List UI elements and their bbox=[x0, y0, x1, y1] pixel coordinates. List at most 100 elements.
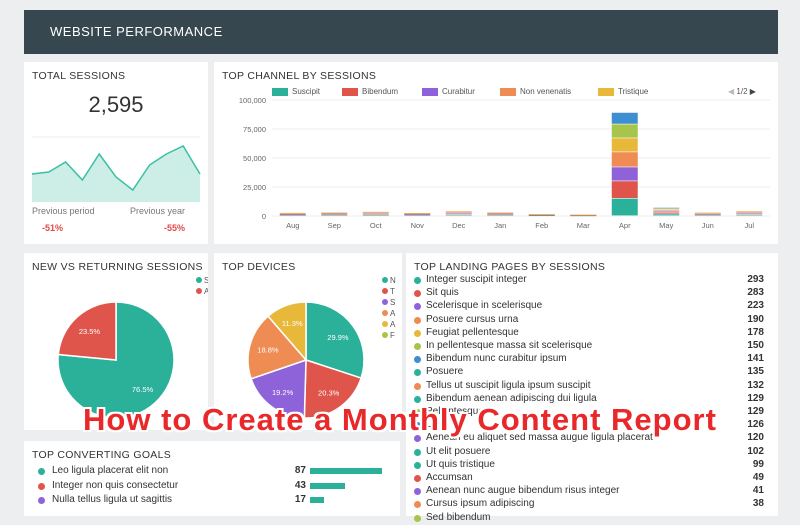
pie-legend-item[interactable]: A bbox=[196, 287, 208, 298]
landing-page-row[interactable]: Posuere cursus urna 190 bbox=[414, 314, 764, 327]
goal-row[interactable]: Integer non quis consectetur 43 bbox=[32, 480, 402, 494]
goal-row[interactable]: Leo ligula placerat elit non 87 bbox=[32, 465, 402, 479]
bar-segment bbox=[445, 211, 472, 212]
landing-page-label: Aenean nunc augue bibendum risus integer bbox=[426, 485, 620, 497]
legend-dot bbox=[196, 288, 202, 294]
bar-segment bbox=[321, 212, 348, 214]
landing-page-row[interactable]: Sit quis 283 bbox=[414, 287, 764, 300]
pie-legend-item[interactable]: T bbox=[382, 287, 402, 298]
new-vs-returning-title: NEW VS RETURNING SESSIONS bbox=[32, 261, 203, 273]
pie-slice-label: 18.8% bbox=[257, 346, 279, 355]
landing-page-label: Ut quis tristique bbox=[426, 458, 495, 470]
landing-page-row[interactable]: Aenean eu aliquet sed massa augue ligula… bbox=[414, 432, 764, 445]
bar-segment bbox=[570, 214, 597, 216]
landing-page-row[interactable]: Pellentesque 129 bbox=[414, 406, 764, 419]
landing-page-value: 150 bbox=[747, 340, 764, 351]
bar-segment bbox=[445, 212, 472, 214]
legend-label: F bbox=[390, 331, 395, 340]
legend-dot bbox=[382, 332, 388, 338]
landing-page-value: 102 bbox=[747, 445, 764, 457]
channel-legend-item[interactable]: Bibendum bbox=[342, 87, 398, 96]
bar-segment bbox=[321, 214, 348, 215]
landing-page-row[interactable]: Scelerisque in scelerisque 223 bbox=[414, 300, 764, 313]
goal-label: Integer non quis consectetur bbox=[52, 479, 179, 491]
bar-segment bbox=[528, 214, 555, 215]
legend-label: A bbox=[204, 287, 208, 296]
row-dot bbox=[414, 290, 421, 298]
pie-legend-item[interactable]: A bbox=[382, 309, 402, 320]
legend-label: T bbox=[390, 287, 395, 296]
pie-legend-item[interactable]: S bbox=[196, 276, 208, 287]
legend-swatch bbox=[272, 87, 288, 96]
goal-row[interactable]: Nulla tellus ligula ut sagittis 17 bbox=[32, 494, 402, 508]
pie-slice-label: 76.5% bbox=[132, 385, 154, 394]
bar-segment bbox=[362, 211, 389, 213]
pie-legend-item[interactable]: S bbox=[382, 298, 402, 309]
pager-next-icon[interactable]: ▶ bbox=[749, 87, 756, 96]
landing-page-value: 126 bbox=[747, 419, 764, 431]
pie-legend-item[interactable]: F bbox=[382, 331, 402, 342]
landing-page-row[interactable]: Ut quis tristique 99 bbox=[414, 459, 764, 472]
landing-page-row[interactable]: Sed bibendum bbox=[414, 512, 764, 525]
landing-page-row[interactable]: Cursus ipsum adipiscing 38 bbox=[414, 498, 764, 511]
legend-pager[interactable]: ◀ 1/2 ▶ bbox=[728, 87, 756, 96]
bar-segment bbox=[279, 213, 306, 214]
landing-page-row[interactable]: Posuere 135 bbox=[414, 366, 764, 379]
pager-prev-icon[interactable]: ◀ bbox=[728, 87, 735, 96]
landing-page-label: Ut elit posuere bbox=[426, 445, 491, 457]
pie-legend-item[interactable]: A bbox=[382, 320, 402, 331]
landing-page-row[interactable]: In pellentesque massa sit scelerisque 150 bbox=[414, 340, 764, 353]
channel-legend-item[interactable]: Suscipit bbox=[272, 87, 320, 96]
channel-legend-item[interactable]: Curabitur bbox=[422, 87, 475, 96]
landing-page-label: Bibendum aenean adipiscing dui ligula bbox=[426, 392, 597, 404]
landing-page-row[interactable]: Bibendum nunc curabitur ipsum 141 bbox=[414, 353, 764, 366]
bar-segment bbox=[611, 124, 638, 138]
bar-segment bbox=[611, 152, 638, 167]
landing-page-row[interactable]: Aenean nunc augue bibendum risus integer… bbox=[414, 485, 764, 498]
bar-segment bbox=[404, 213, 431, 214]
row-dot bbox=[414, 435, 421, 443]
legend-label: S bbox=[204, 276, 208, 285]
landing-page-row[interactable]: Integer suscipit integer 293 bbox=[414, 274, 764, 287]
pie-legend-item[interactable]: N bbox=[382, 276, 402, 287]
landing-page-row[interactable]: Ut 126 bbox=[414, 419, 764, 432]
landing-page-row[interactable]: Ut elit posuere 102 bbox=[414, 446, 764, 459]
landing-page-row[interactable]: Accumsan 49 bbox=[414, 472, 764, 485]
pie-slice bbox=[305, 301, 365, 380]
legend-swatch bbox=[342, 87, 358, 96]
bar-segment bbox=[404, 212, 431, 214]
bar-segment bbox=[611, 181, 638, 198]
converting-goals-title: TOP CONVERTING GOALS bbox=[32, 449, 172, 461]
legend-label: A bbox=[390, 320, 396, 329]
y-tick-label: 75,000 bbox=[243, 125, 266, 134]
channel-legend-item[interactable]: Non venenatis bbox=[500, 87, 571, 96]
landing-page-row[interactable]: Feugiat pellentesque 178 bbox=[414, 327, 764, 340]
landing-pages-title: TOP LANDING PAGES BY SESSIONS bbox=[414, 261, 606, 273]
landing-page-label: Pellentesque bbox=[426, 406, 484, 417]
bar-segment bbox=[653, 209, 680, 210]
bar-segment bbox=[653, 214, 680, 216]
legend-dot bbox=[382, 321, 388, 327]
landing-page-row[interactable]: Bibendum aenean adipiscing dui ligula 129 bbox=[414, 393, 764, 406]
landing-page-value: 120 bbox=[747, 432, 764, 444]
pager-text: 1/2 bbox=[736, 87, 748, 96]
legend-swatch bbox=[598, 87, 614, 96]
legend-label: Tristique bbox=[618, 87, 649, 96]
bar-segment bbox=[694, 215, 721, 216]
bar-segment bbox=[279, 212, 306, 214]
landing-page-value: 129 bbox=[747, 392, 764, 404]
bar-segment bbox=[321, 213, 348, 215]
goal-bar bbox=[310, 497, 325, 503]
legend-label: S bbox=[390, 298, 396, 307]
channel-legend-item[interactable]: Tristique bbox=[598, 87, 648, 96]
row-dot bbox=[414, 409, 421, 416]
landing-page-row[interactable]: Tellus ut suscipit ligula ipsum suscipit… bbox=[414, 380, 764, 393]
total-sessions-title: TOTAL SESSIONS bbox=[32, 70, 126, 82]
bar-segment bbox=[694, 213, 721, 214]
landing-page-label: Accumsan bbox=[426, 472, 473, 483]
bar-segment bbox=[404, 215, 431, 216]
bar-segment bbox=[487, 214, 514, 215]
previous-year-change: -55% bbox=[164, 223, 186, 233]
